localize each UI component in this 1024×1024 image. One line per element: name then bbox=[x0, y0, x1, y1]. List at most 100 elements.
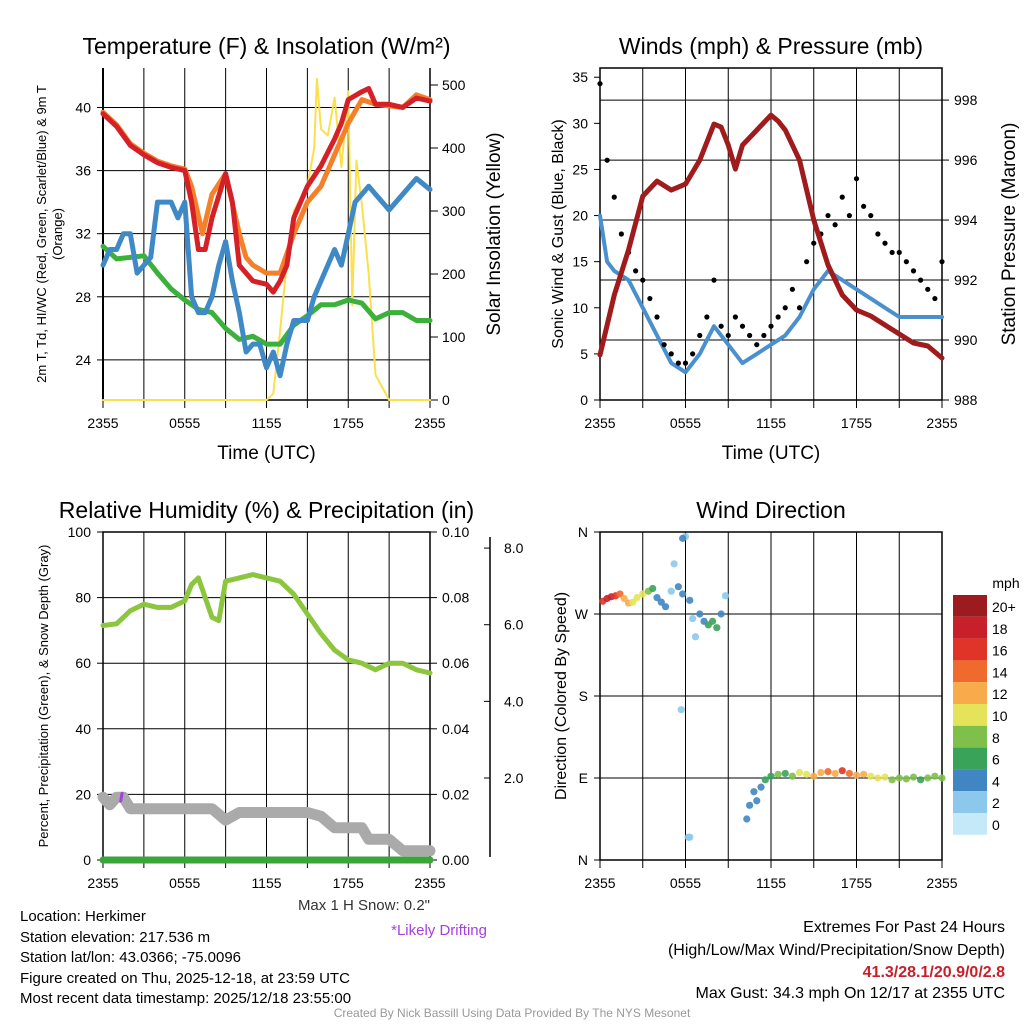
direction-point bbox=[917, 776, 925, 784]
y2-tick-label: 990 bbox=[954, 332, 978, 348]
plot-frame bbox=[599, 67, 943, 401]
legend-label: 18 bbox=[992, 621, 1008, 637]
legend-swatch bbox=[953, 747, 987, 770]
y3-tick-label: 6.0 bbox=[504, 617, 524, 633]
direction-point bbox=[810, 772, 818, 780]
elevation-text: Station elevation: 217.536 m bbox=[20, 928, 211, 946]
series-heat-index-wind-chill bbox=[100, 176, 433, 379]
created-text: Figure created on Thu, 2025-12-18, at 23… bbox=[20, 969, 350, 987]
direction-point bbox=[721, 592, 730, 600]
direction-point bbox=[757, 783, 765, 791]
chart-title: Winds (mph) & Pressure (mb) bbox=[619, 33, 923, 59]
direction-point bbox=[753, 797, 761, 805]
gust-point bbox=[939, 259, 945, 265]
extremes-values: 41.3/28.1/20.9/0/2.8 bbox=[862, 964, 1005, 981]
gust-point bbox=[611, 194, 617, 200]
direction-point bbox=[691, 633, 700, 641]
y-tick-label: 30 bbox=[572, 115, 588, 131]
direction-point bbox=[679, 534, 687, 542]
gust-point bbox=[868, 212, 874, 219]
gust-point bbox=[861, 203, 867, 209]
x-tick-label: 1755 bbox=[841, 415, 872, 431]
gust-point bbox=[875, 231, 881, 237]
y2-tick-label: 400 bbox=[442, 140, 466, 156]
direction-point bbox=[713, 624, 721, 632]
direction-point bbox=[633, 594, 641, 602]
legend-swatch bbox=[953, 595, 987, 617]
y-tick-label: 100 bbox=[68, 524, 92, 540]
y-tick-label: 20 bbox=[572, 208, 588, 224]
direction-point bbox=[629, 598, 637, 606]
direction-point bbox=[639, 590, 647, 598]
gust-point bbox=[903, 259, 909, 265]
direction-point bbox=[867, 772, 875, 780]
y-tick-label: 28 bbox=[75, 289, 91, 305]
direction-point bbox=[795, 768, 804, 777]
series-relative-humidity bbox=[100, 572, 433, 676]
legend-swatch bbox=[953, 791, 987, 813]
direction-point bbox=[696, 610, 704, 618]
extremes-title: Extremes For Past 24 Hours bbox=[803, 919, 1005, 936]
y-tick-label: 15 bbox=[572, 254, 588, 270]
legend-label: 2 bbox=[992, 795, 1000, 811]
chart-title: Wind Direction bbox=[696, 497, 846, 523]
direction-point bbox=[661, 603, 670, 611]
direction-point bbox=[924, 774, 932, 782]
gust-point bbox=[618, 231, 624, 237]
direction-point bbox=[860, 770, 868, 778]
gust-point bbox=[739, 323, 746, 329]
y-tick-label: 80 bbox=[75, 590, 91, 606]
y-tick-label: N bbox=[578, 852, 588, 868]
y3-tick-label: 8.0 bbox=[504, 540, 524, 556]
direction-point bbox=[895, 774, 903, 782]
max-snow-note: Max 1 H Snow: 0.2" bbox=[298, 897, 430, 914]
x-tick-label: 0555 bbox=[169, 415, 200, 431]
direction-point bbox=[938, 774, 946, 782]
y-tick-label: 35 bbox=[572, 69, 588, 85]
y-tick-label: 24 bbox=[75, 352, 91, 368]
direction-point bbox=[888, 776, 896, 784]
series-2m-temperature bbox=[100, 86, 433, 295]
gust-point bbox=[932, 295, 938, 302]
direction-point bbox=[746, 801, 754, 809]
gust-point bbox=[910, 268, 917, 274]
legend-label: 10 bbox=[992, 708, 1008, 724]
gust-point bbox=[754, 342, 760, 348]
series-dewpoint bbox=[100, 243, 433, 347]
gust-point bbox=[811, 240, 817, 246]
gust-point bbox=[918, 277, 924, 283]
legend-label: 4 bbox=[992, 773, 1000, 789]
direction-point bbox=[689, 614, 697, 623]
recent-text: Most recent data timestamp: 2025/12/18 2… bbox=[20, 990, 352, 1007]
x-tick-label: 0555 bbox=[169, 875, 200, 891]
x-axis-label: Time (UTC) bbox=[217, 443, 316, 464]
direction-point bbox=[649, 584, 657, 593]
y2-tick-label: 0.10 bbox=[442, 524, 469, 540]
x-tick-label: 0555 bbox=[670, 415, 701, 431]
legend-swatch bbox=[953, 813, 987, 835]
legend-label: 16 bbox=[992, 643, 1008, 659]
location-text: Location: Herkimer bbox=[20, 908, 146, 925]
direction-point bbox=[708, 617, 717, 625]
y2-tick-label: 500 bbox=[442, 77, 466, 93]
gust-point bbox=[732, 314, 738, 320]
direction-point bbox=[677, 706, 685, 714]
chart-title: Temperature (F) & Insolation (W/m²) bbox=[82, 33, 450, 59]
gust-point bbox=[718, 323, 724, 329]
legend-label: 0 bbox=[992, 817, 1000, 833]
x-tick-label: 1155 bbox=[251, 875, 281, 891]
credit-text: Created By Nick Bassill Using Data Provi… bbox=[333, 1006, 691, 1020]
direction-point bbox=[852, 771, 861, 779]
y2-tick-label: 0.06 bbox=[442, 655, 469, 671]
direction-point bbox=[620, 594, 628, 603]
gust-point bbox=[882, 240, 888, 246]
y-tick-label: 0 bbox=[83, 852, 91, 868]
y-axis-label: Percent, Precipitation (Green), & Snow D… bbox=[36, 545, 51, 848]
latlon-text: Station lat/lon: 43.0366; -75.0096 bbox=[20, 949, 242, 966]
direction-point bbox=[824, 768, 832, 776]
direction-point bbox=[845, 769, 853, 778]
series-drifting bbox=[119, 791, 124, 803]
x-tick-label: 1755 bbox=[841, 875, 872, 891]
x-tick-label: 2355 bbox=[584, 875, 615, 891]
